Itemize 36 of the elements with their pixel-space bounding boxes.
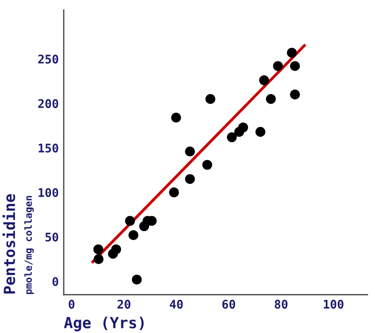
x-tick-label: 100 — [324, 300, 344, 309]
x-tick-label: 0 — [68, 300, 74, 309]
y-tick-label: 100 — [38, 188, 58, 198]
x-tick-label: 60 — [222, 300, 236, 309]
x-tick-label: 40 — [170, 300, 183, 309]
point — [286, 48, 297, 58]
x-axis-title: Age (Yrs) — [64, 316, 144, 332]
point — [202, 160, 212, 170]
point — [169, 187, 179, 198]
x-tick-label: 20 — [118, 300, 130, 309]
point — [128, 230, 138, 240]
point — [125, 216, 135, 226]
point — [94, 254, 104, 264]
point — [259, 75, 270, 86]
y-axis-title: Pentosidine — [2, 194, 16, 294]
point — [111, 244, 122, 254]
point — [290, 90, 300, 100]
point — [290, 61, 300, 72]
point — [205, 94, 216, 104]
y-tick-label: 50 — [46, 232, 58, 242]
point — [238, 122, 248, 132]
point — [255, 126, 266, 137]
point — [272, 61, 283, 72]
y-tick-label: 0 — [52, 277, 58, 286]
point — [226, 132, 237, 142]
text: pmole/mg collagen — [24, 196, 34, 294]
point — [171, 112, 182, 123]
point — [184, 146, 195, 156]
y-tick-label: 150 — [38, 144, 58, 153]
y-tick-label: 200 — [38, 99, 58, 108]
point — [184, 174, 195, 184]
point — [93, 244, 104, 254]
x-tick-label: 80 — [274, 300, 288, 309]
point — [132, 274, 142, 285]
point — [266, 94, 276, 104]
y-tick-label: 250 — [38, 54, 58, 64]
